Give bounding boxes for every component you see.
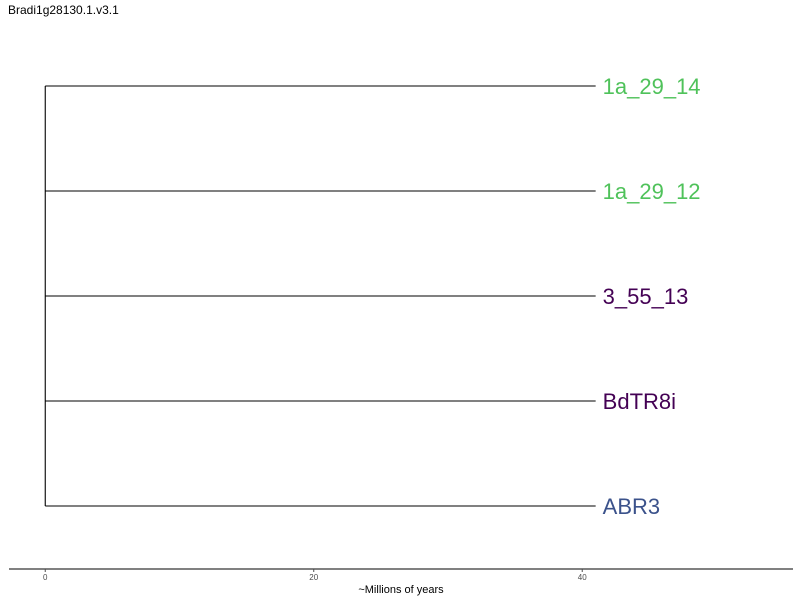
x-axis-label: ~Millions of years — [358, 584, 444, 596]
leaf-label: 1a_29_14 — [603, 74, 701, 99]
x-axis: 0 20 40 ~Millions of years — [9, 568, 793, 596]
branches — [44, 85, 596, 507]
x-ticks: 0 20 40 — [43, 569, 587, 582]
leaf-label: ABR3 — [603, 494, 660, 519]
x-tick-label: 20 — [309, 573, 318, 582]
leaf-label: 3_55_13 — [603, 284, 689, 309]
leaf-label: BdTR8i — [603, 389, 676, 414]
x-tick-label: 0 — [43, 573, 48, 582]
x-tick-label: 40 — [578, 573, 587, 582]
chart-title: Bradi1g28130.1.v3.1 — [8, 3, 119, 17]
leaf-label: 1a_29_12 — [603, 179, 701, 204]
leaf-labels: 1a_29_14 1a_29_12 3_55_13 BdTR8i ABR3 — [603, 74, 701, 519]
